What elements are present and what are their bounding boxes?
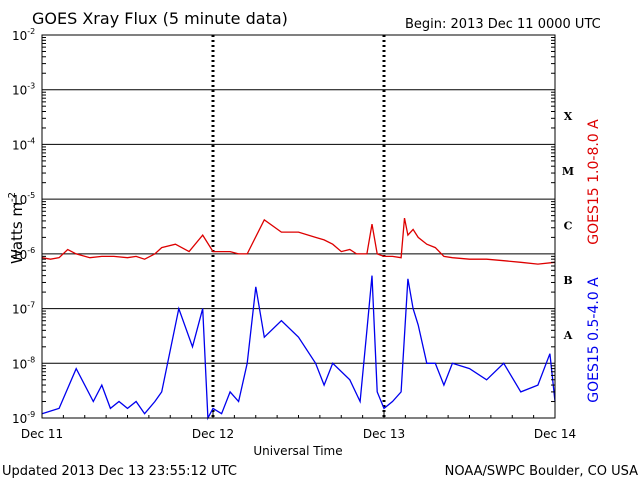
y-tick-base: 10 <box>12 412 27 426</box>
y-tick-label: 10-6 <box>12 246 35 262</box>
y-axis-label: Watts m-2 <box>7 192 26 264</box>
y-tick-label: 10-9 <box>12 410 35 426</box>
x-tick-label: Dec 12 <box>192 427 234 441</box>
legend-entry: GOES15 0.5-4.0 A <box>586 277 602 403</box>
y-tick-base: 10 <box>12 84 27 98</box>
y-tick-label: 10-8 <box>12 355 35 371</box>
y-tick-label: 10-2 <box>12 27 35 43</box>
y-tick-base: 10 <box>12 248 27 262</box>
x-tick-label: Dec 14 <box>534 427 576 441</box>
flare-class-label: X <box>564 110 573 123</box>
y-tick-exponent: -2 <box>27 27 35 36</box>
y-tick-exponent: -5 <box>27 191 35 200</box>
y-tick-exponent: -3 <box>27 82 35 91</box>
flare-class-label: C <box>564 219 573 232</box>
y-tick-base: 10 <box>12 29 27 43</box>
y-tick-label: 10-7 <box>12 301 35 317</box>
series-layer <box>41 217 556 421</box>
series-line <box>41 217 556 265</box>
flare-class-label: B <box>563 274 572 287</box>
y-tick-exponent: -7 <box>27 301 35 310</box>
y-axis-label-exponent: -2 <box>7 192 18 202</box>
updated-timestamp: Updated 2013 Dec 13 23:55:12 UTC <box>2 464 237 479</box>
flare-class-label: A <box>563 329 573 342</box>
legend-layer: GOES15 1.0-8.0 A GOES15 0.5-4.0 A <box>586 119 602 403</box>
axis-layer: Dec 11 Dec 12 Dec 13 Dec 1410-910-810-710-6… <box>12 27 576 441</box>
y-axis-label-text: Watts m <box>8 202 26 264</box>
legend-entry: GOES15 1.0-8.0 A <box>586 119 602 245</box>
svg-text:Watts m-2: Watts m-2 <box>7 192 26 264</box>
series-line <box>41 275 556 421</box>
begin-label: Begin: 2013 Dec 11 0000 UTC <box>405 17 601 32</box>
x-tick-label: Dec 11 <box>21 427 63 441</box>
y-tick-base: 10 <box>12 303 27 317</box>
chart-title: GOES Xray Flux (5 minute data) <box>32 9 288 28</box>
y-tick-label: 10-3 <box>12 82 35 98</box>
legend-label: GOES15 0.5-4.0 A <box>586 277 602 403</box>
y-tick-base: 10 <box>12 357 27 371</box>
y-tick-exponent: -6 <box>27 246 35 255</box>
x-tick-label: Dec 13 <box>363 427 405 441</box>
grid-layer <box>42 35 555 418</box>
y-tick-label: 10-4 <box>12 136 35 152</box>
legend-label: GOES15 1.0-8.0 A <box>586 119 602 245</box>
data-source: NOAA/SWPC Boulder, CO USA <box>445 464 638 479</box>
y-tick-exponent: -9 <box>27 410 35 419</box>
flare-class-label: M <box>562 165 574 178</box>
x-axis-label: Universal Time <box>253 444 342 458</box>
y-tick-base: 10 <box>12 138 27 152</box>
y-tick-base: 10 <box>12 193 27 207</box>
y-tick-exponent: -4 <box>27 136 35 145</box>
y-tick-exponent: -8 <box>27 355 35 364</box>
y-tick-label: 10-5 <box>12 191 35 207</box>
